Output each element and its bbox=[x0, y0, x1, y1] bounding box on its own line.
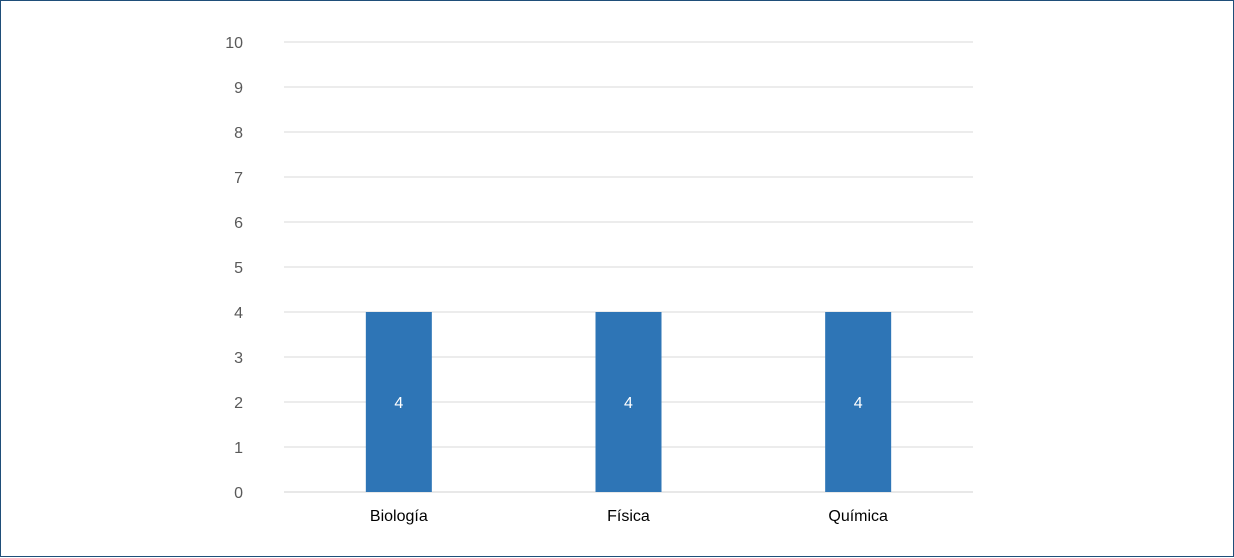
bar bbox=[595, 312, 662, 492]
bar bbox=[365, 312, 432, 492]
y-tick-label: 1 bbox=[234, 440, 243, 457]
bar-data-label: 4 bbox=[394, 395, 403, 412]
y-tick-label: 5 bbox=[234, 260, 243, 277]
y-tick-label: 0 bbox=[234, 485, 243, 502]
y-tick-label: 10 bbox=[225, 35, 243, 52]
x-axis-categories: Biología Física Química bbox=[370, 508, 888, 525]
bars bbox=[365, 312, 892, 492]
category-label: Física bbox=[607, 508, 650, 525]
y-axis-ticks: 0 1 2 3 4 5 6 7 8 9 10 bbox=[225, 35, 243, 502]
category-label: Biología bbox=[370, 508, 428, 525]
data-labels: 4 4 4 bbox=[394, 395, 862, 412]
y-tick-label: 9 bbox=[234, 80, 243, 97]
y-tick-label: 4 bbox=[234, 305, 243, 322]
bar-data-label: 4 bbox=[854, 395, 863, 412]
y-tick-label: 2 bbox=[234, 395, 243, 412]
bar-data-label: 4 bbox=[624, 395, 633, 412]
y-tick-label: 8 bbox=[234, 125, 243, 142]
bar bbox=[825, 312, 892, 492]
y-tick-label: 6 bbox=[234, 215, 243, 232]
y-tick-label: 7 bbox=[234, 170, 243, 187]
category-label: Química bbox=[828, 508, 888, 525]
y-tick-label: 3 bbox=[234, 350, 243, 367]
